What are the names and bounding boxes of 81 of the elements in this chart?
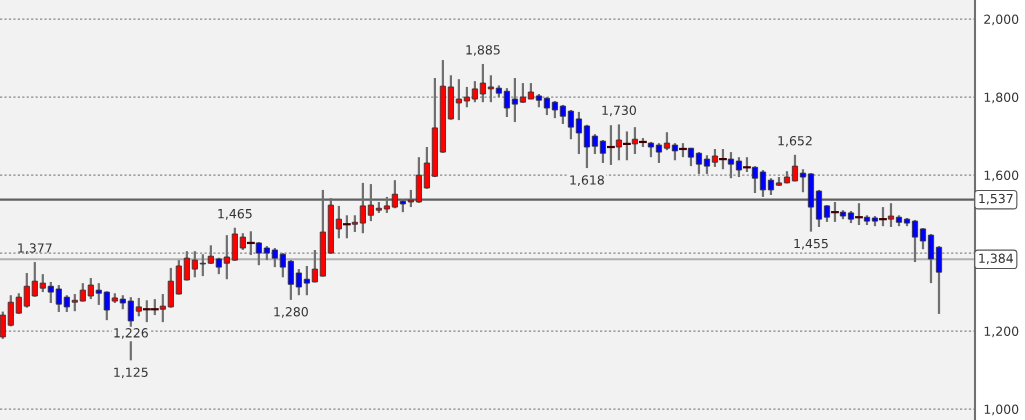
candlestick — [135, 296, 142, 318]
candlestick — [87, 276, 94, 301]
candlestick — [575, 110, 582, 156]
ref-line-label: 1,537 — [979, 193, 1013, 205]
candlestick — [463, 85, 470, 109]
annotation: 1,730 — [602, 105, 636, 117]
candlestick — [279, 251, 286, 279]
annotation: 1,885 — [466, 45, 500, 56]
annotation: 1,455 — [794, 238, 828, 250]
candlestick — [7, 294, 14, 328]
candlestick — [567, 108, 574, 141]
candlestick — [342, 214, 351, 240]
candlestick — [79, 282, 86, 303]
candlestick — [855, 202, 863, 227]
annotation: 1,652 — [778, 136, 812, 147]
candlestick — [31, 260, 38, 298]
candlestick — [191, 250, 198, 279]
candlestick — [287, 259, 294, 301]
y-tick-label: 1,000 — [984, 404, 1019, 416]
candlestick — [159, 292, 166, 324]
candlestick — [511, 76, 518, 124]
candlestick — [295, 267, 302, 297]
candlestick — [751, 165, 759, 195]
candlestick — [791, 153, 799, 183]
candlestick — [359, 181, 366, 235]
candlestick — [271, 246, 278, 269]
candlestick — [607, 124, 615, 167]
candlestick — [335, 204, 342, 240]
candlestick — [487, 74, 494, 104]
annotation: 1,377 — [18, 243, 52, 254]
candlestick — [655, 142, 662, 165]
candlestick — [455, 78, 462, 122]
candlestick — [631, 126, 638, 156]
candlestick — [183, 250, 190, 282]
candlestick — [367, 182, 374, 223]
candlestick — [55, 283, 62, 314]
candlestick — [246, 230, 255, 257]
candlestick — [703, 154, 711, 176]
candlestick — [255, 241, 262, 267]
candlestick — [887, 202, 895, 229]
candlestick — [879, 205, 887, 228]
annotation: 1,125 — [114, 367, 148, 379]
candlestick — [719, 147, 727, 171]
y-tick-label: 2,000 — [984, 14, 1019, 26]
candlestick — [759, 168, 767, 199]
candlestick — [519, 81, 526, 105]
candlestick — [583, 123, 590, 170]
candlestick — [599, 138, 606, 165]
ref-line-label: 1,384 — [979, 253, 1014, 265]
candlestick — [391, 179, 398, 210]
y-tick-label: 1,600 — [984, 170, 1019, 182]
candlestick — [799, 168, 807, 194]
candlestick — [591, 133, 598, 156]
candlestick — [503, 87, 510, 119]
candlestick — [615, 123, 622, 162]
annotation: 1,280 — [274, 307, 308, 318]
candlestick — [199, 253, 206, 278]
candlestick — [727, 150, 735, 180]
candlestick — [919, 227, 927, 251]
candlestick — [735, 156, 743, 179]
candlestick — [0, 310, 6, 340]
candlestick — [103, 290, 110, 322]
candlestick — [927, 232, 935, 285]
candlestick — [303, 264, 310, 297]
candlestick — [47, 280, 54, 305]
candlestick — [223, 234, 230, 281]
candlestick — [911, 218, 919, 264]
candlestick — [831, 200, 839, 223]
candlestick — [623, 130, 631, 162]
candlestick — [471, 80, 478, 104]
annotation: 1,226 — [114, 328, 148, 339]
candlestick — [311, 248, 318, 284]
candlestick — [479, 62, 486, 104]
y-tick-label: 1,200 — [984, 326, 1019, 338]
candlestick — [695, 150, 702, 176]
candlestick — [23, 271, 30, 309]
y-tick-label: 1,800 — [984, 92, 1019, 104]
candlestick — [15, 292, 22, 316]
candlestick — [95, 282, 102, 307]
annotation: 1,465 — [218, 208, 252, 220]
annotation: 1,618 — [570, 175, 604, 186]
